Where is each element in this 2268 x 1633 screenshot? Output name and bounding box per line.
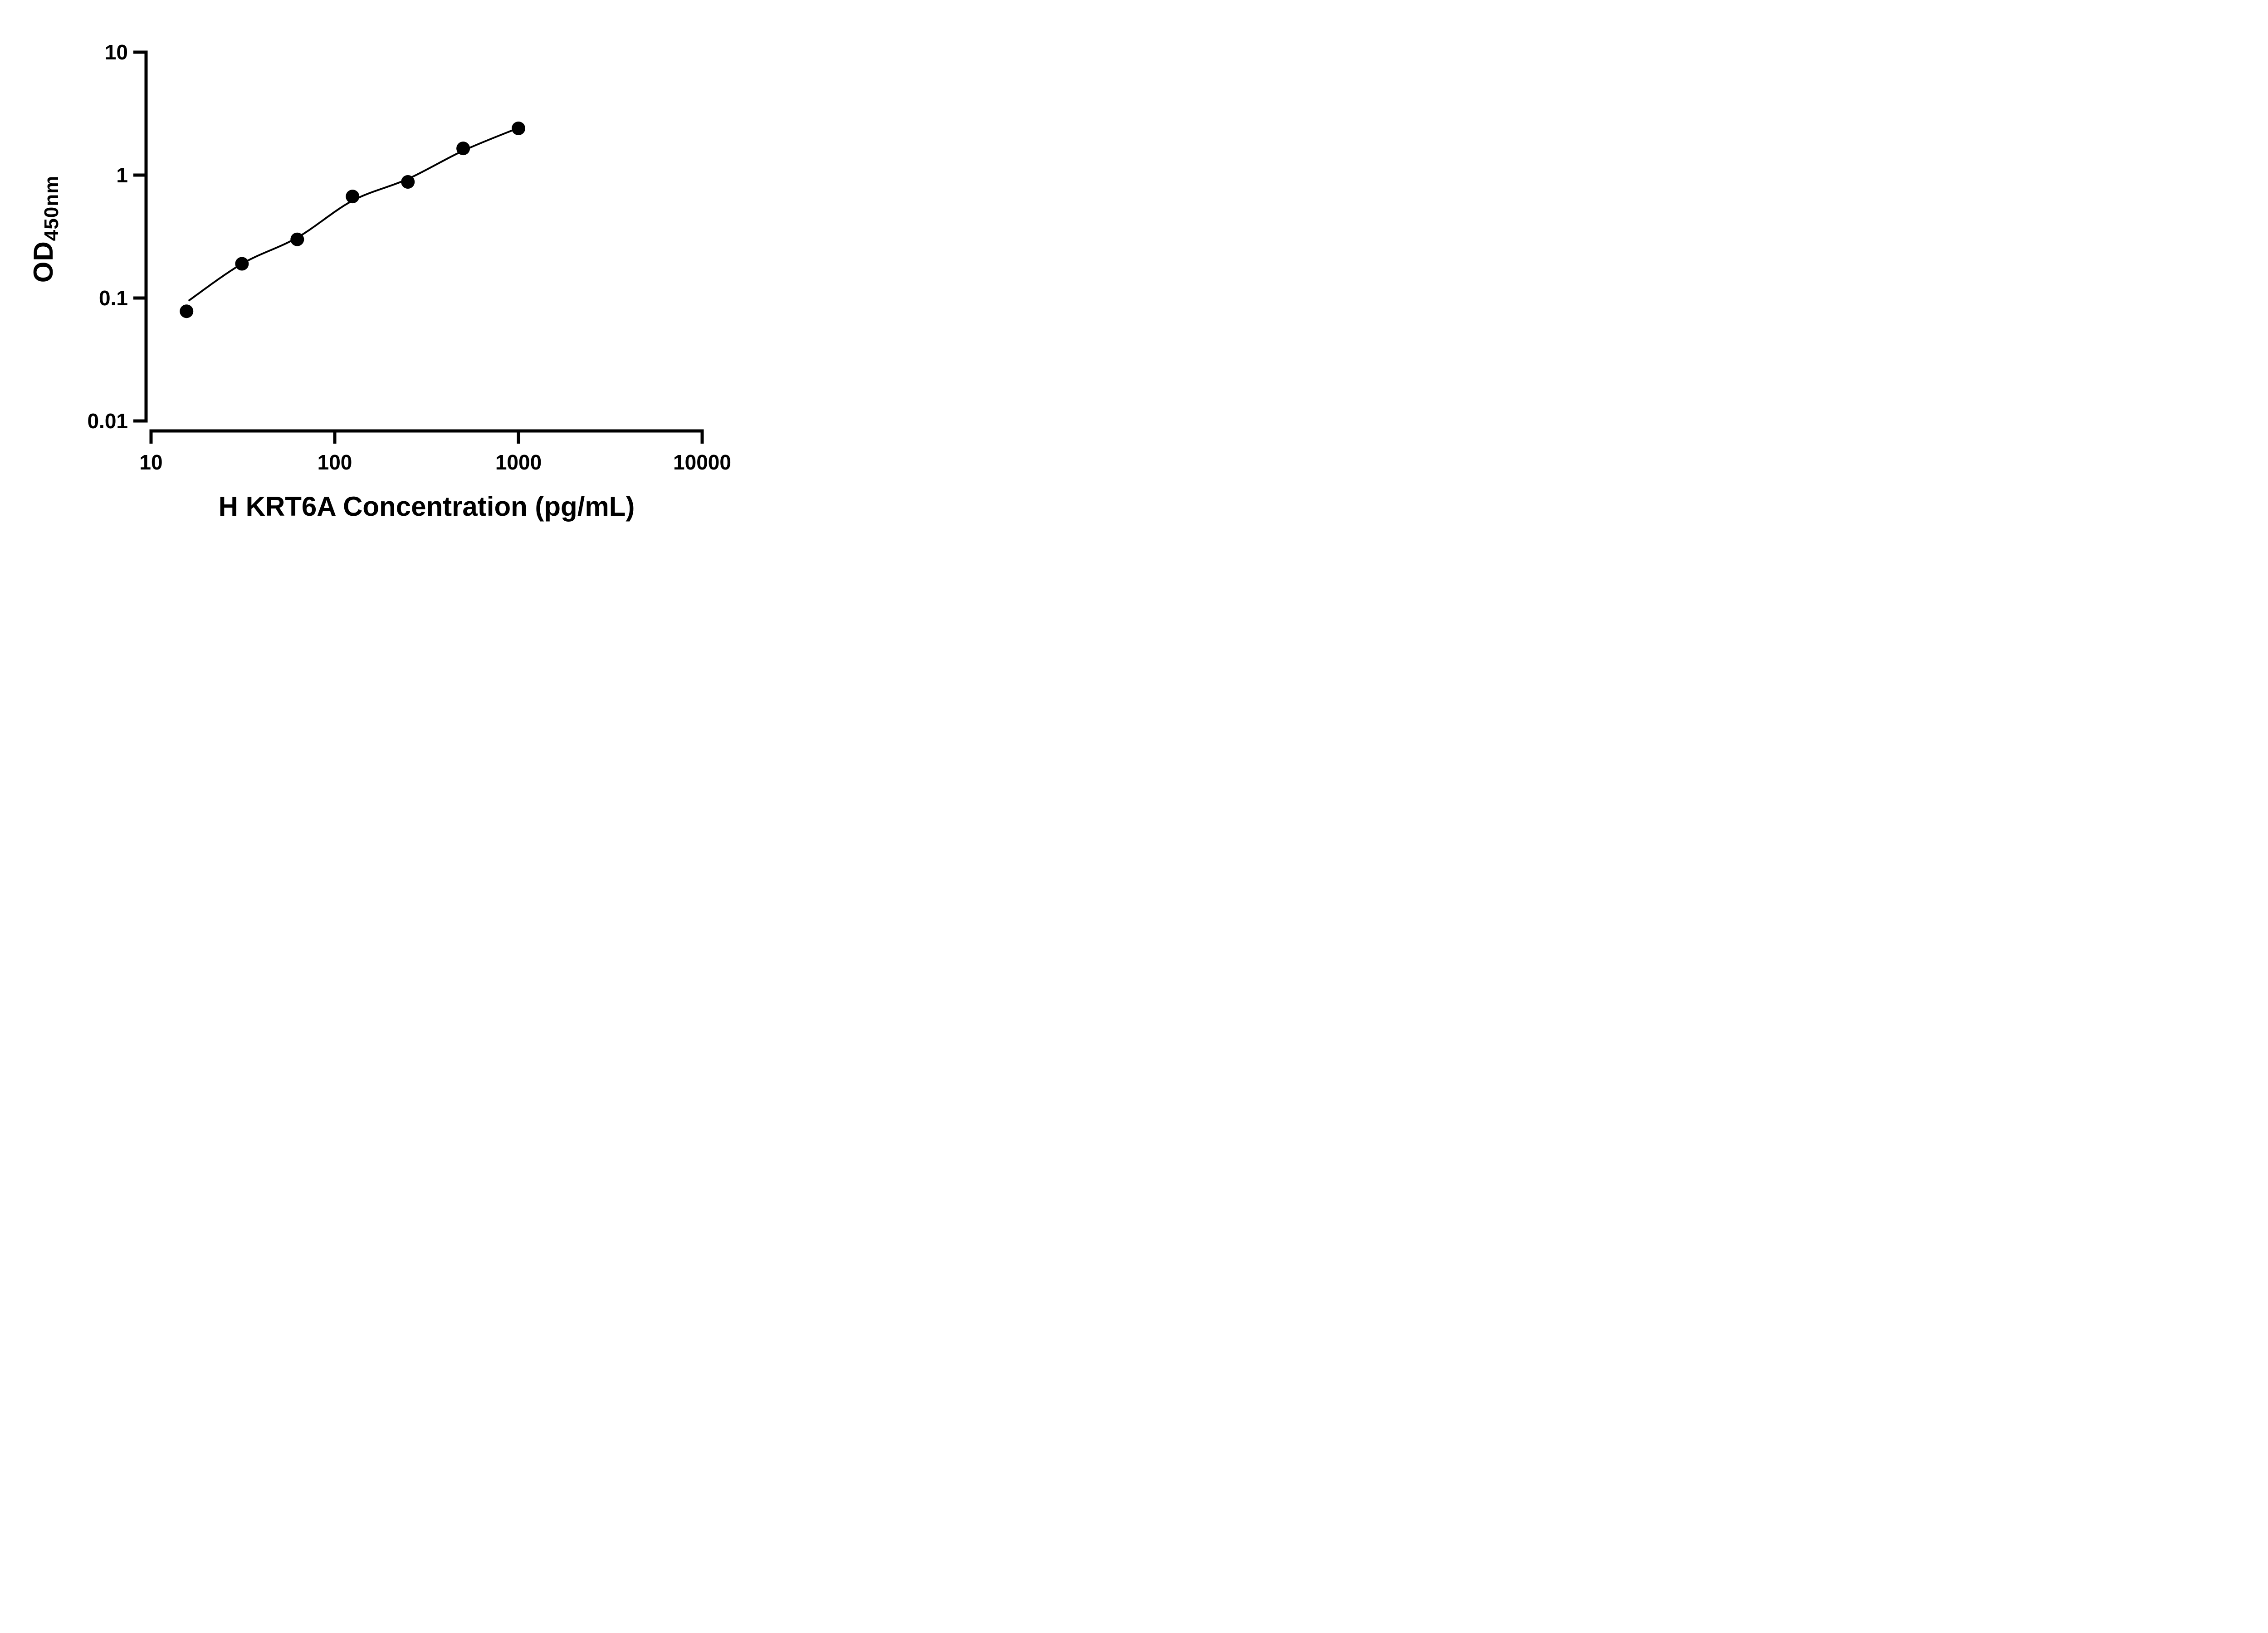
- y-axis-title: OD450nm: [28, 176, 63, 283]
- x-axis-title: H KRT6A Concentration (pg/mL): [218, 491, 635, 522]
- y-tick-label: 0.01: [87, 409, 128, 433]
- x-tick-label: 1000: [495, 450, 542, 474]
- fit-curve: [188, 127, 519, 302]
- chart-canvas: 10 1 0.1 0.01 10 100 1000 10000: [87, 40, 731, 474]
- y-tick-label: 1: [116, 163, 128, 187]
- data-point: [512, 122, 525, 135]
- elisa-standard-curve-chart: 10 1 0.1 0.01 10 100 1000 10000 OD450nm H KRT6A…: [0, 0, 776, 544]
- y-axis-title-subscript: 450nm: [40, 175, 63, 241]
- data-point: [401, 175, 415, 189]
- data-point: [235, 257, 249, 271]
- y-axis-title-main: OD: [28, 241, 59, 283]
- data-point: [290, 232, 304, 246]
- data-point: [180, 304, 194, 318]
- y-tick-label: 0.1: [99, 286, 128, 310]
- y-tick-label: 10: [105, 40, 128, 64]
- elisa-standard-curve-page: 10 1 0.1 0.01 10 100 1000 10000 OD450nm H KRT6A…: [0, 0, 776, 544]
- x-tick-label: 100: [318, 450, 352, 474]
- x-tick-label: 10000: [673, 450, 731, 474]
- x-tick-label: 10: [139, 450, 162, 474]
- data-point: [456, 142, 470, 156]
- data-point: [346, 190, 360, 204]
